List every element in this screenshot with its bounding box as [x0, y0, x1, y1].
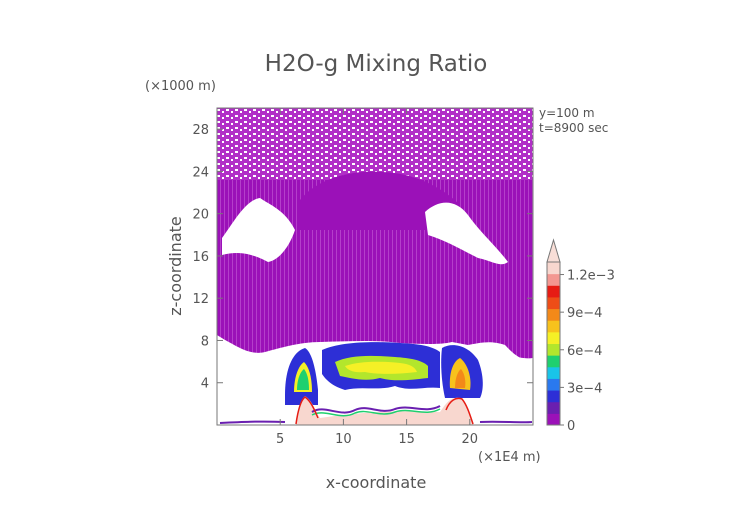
colorbar-swatch [547, 273, 560, 286]
surface-wave-green [311, 408, 441, 417]
colorbar-tick-label: 9e−4 [567, 306, 602, 321]
ground-trace [219, 420, 533, 424]
x-tick-label: 20 [462, 432, 479, 447]
colorbar-swatch [547, 262, 560, 275]
x-axis-label: x-coordinate [326, 473, 427, 492]
y-tick-label: 28 [192, 123, 209, 138]
x-unit-label: (×1E4 m) [478, 450, 541, 465]
chart-title: H2O-g Mixing Ratio [265, 51, 488, 77]
x-tick-label: 15 [398, 432, 415, 447]
y-tick-label: 12 [192, 292, 209, 307]
colorbar-swatch [547, 366, 560, 379]
surface-layer [296, 396, 474, 425]
central-dome [300, 171, 460, 230]
lower-clear-air [217, 340, 285, 425]
left-plume-green [297, 369, 309, 390]
y-axis-label: z-coordinate [166, 216, 185, 316]
annotation-y: y=100 m [539, 106, 595, 120]
y-tick-label: 8 [201, 334, 209, 349]
y-tick-label: 24 [192, 165, 209, 180]
right-plume-orange [455, 369, 466, 388]
colorbar-swatch [547, 378, 560, 391]
colorbar-extend-arrow [546, 238, 561, 263]
colorbar-frame [546, 261, 561, 426]
colorbar-swatch [547, 296, 560, 310]
clear-patch-right [425, 202, 508, 265]
y-tick-label: 4 [201, 377, 209, 392]
colorbar-swatch [547, 401, 560, 414]
colorbar-swatch [547, 413, 560, 426]
colorbar-tick-label: 1.2e−3 [567, 269, 615, 284]
surface-edge-right [445, 397, 474, 425]
colorbar-swatch [547, 320, 560, 333]
plot-frame [216, 107, 534, 426]
lower-clear-air-right [485, 354, 533, 425]
colorbar-tick-label: 3e−4 [567, 381, 602, 396]
y-unit-label: (×1000 m) [145, 79, 216, 94]
plot-area [217, 108, 533, 425]
x-tick-label: 5 [276, 432, 284, 447]
colorbar-swatch [547, 390, 560, 403]
surface-wave [311, 405, 441, 414]
colorbar-swatch [547, 343, 560, 356]
clear-patch-left [222, 198, 295, 262]
central-band-yellow [345, 361, 417, 374]
y-tick-label: 20 [192, 208, 209, 223]
surface-edge-left [295, 396, 319, 425]
annotation-t: t=8900 sec [539, 121, 608, 135]
colorbar-tick-label: 6e−4 [567, 344, 602, 359]
x-ticks: 5 10 15 20 [276, 108, 478, 447]
y-ticks: 4 8 12 16 20 24 28 [192, 123, 533, 392]
colorbar-tick-label: 0 [567, 419, 575, 434]
colorbar: 0 3e−4 6e−4 9e−4 1.2e−3 [546, 238, 615, 434]
colorbar-swatch [547, 355, 560, 368]
x-tick-label: 10 [335, 432, 352, 447]
y-tick-label: 16 [192, 250, 209, 265]
colorbar-swatch [547, 308, 560, 321]
colorbar-swatch [547, 331, 560, 344]
colorbar-swatch [547, 285, 560, 298]
